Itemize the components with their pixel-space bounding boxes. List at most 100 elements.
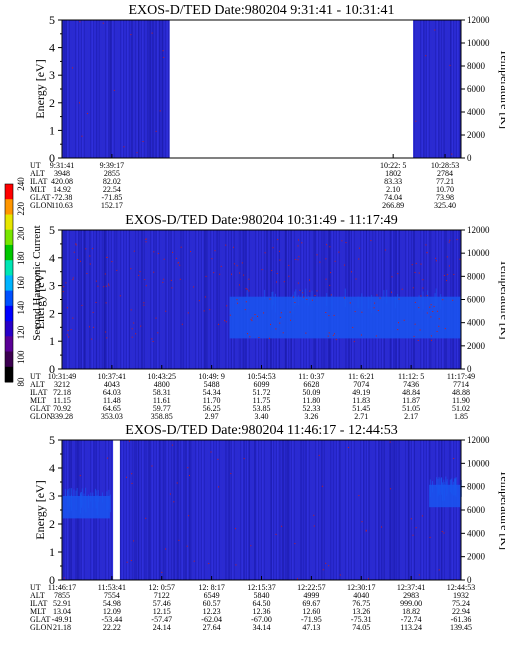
y-tick-label: 4 — [49, 41, 55, 55]
spectrogram-speckle — [176, 482, 178, 484]
enhanced-flux-band — [67, 490, 69, 508]
spectrogram-streak — [64, 20, 66, 158]
ephemeris-value: -62.04 — [201, 615, 222, 624]
ephemeris-value: 7074 — [353, 380, 369, 389]
ephemeris-value: 49.19 — [352, 388, 370, 397]
spectrogram-speckle — [72, 277, 74, 279]
ephemeris-value: 11:17:49 — [447, 372, 475, 381]
spectrogram-speckle — [297, 578, 298, 580]
spectrogram-speckle — [241, 262, 243, 264]
ephemeris-value: 6628 — [303, 380, 319, 389]
colorbar-segment — [5, 244, 13, 261]
spectrogram-streak — [129, 230, 130, 369]
spectrogram-streak — [414, 440, 415, 580]
enhanced-flux-band — [88, 494, 89, 509]
spectrogram-speckle — [236, 299, 238, 301]
y2-tick-label: 4000 — [467, 107, 486, 117]
enhanced-flux-band — [422, 291, 424, 310]
spectrogram-speckle — [290, 319, 291, 321]
ephemeris-row-label: MLT — [30, 396, 46, 405]
colorbar-tick-label: 180 — [16, 251, 26, 265]
spectrogram-speckle — [145, 238, 147, 240]
spectrogram-speckle — [334, 333, 335, 335]
spectrogram-speckle — [233, 263, 235, 265]
spectrogram-speckle — [319, 261, 321, 263]
colorbar-tick-label: 120 — [16, 325, 26, 339]
spectrogram-speckle — [72, 279, 74, 281]
spectrogram-speckle — [130, 34, 132, 36]
ephemeris-value: -57.47 — [151, 615, 172, 624]
ephemeris-row-label: GLAT — [30, 404, 51, 413]
enhanced-flux-band — [68, 495, 70, 513]
enhanced-flux-band — [83, 493, 85, 510]
spectrogram-speckle — [113, 89, 115, 91]
spectrogram-speckle — [248, 290, 250, 292]
spectrogram-streak — [271, 440, 272, 580]
spectrogram-speckle — [438, 569, 440, 571]
spectrogram-speckle — [335, 339, 337, 341]
y-tick-label: 0 — [49, 573, 55, 587]
spectrogram-speckle — [370, 240, 372, 242]
spectrogram-speckle — [72, 67, 73, 69]
ephemeris-value: 3212 — [54, 380, 70, 389]
enhanced-flux-band — [438, 476, 440, 494]
spectrogram-streak — [96, 20, 99, 158]
enhanced-flux-band — [449, 479, 451, 492]
ephemeris-value: 12.36 — [253, 607, 271, 616]
enhanced-flux-band — [427, 290, 429, 299]
spectrogram-speckle — [220, 265, 222, 267]
enhanced-flux-band — [307, 296, 309, 306]
spectrogram-streak — [181, 230, 184, 369]
ephemeris-value: -72.38 — [52, 193, 73, 202]
y2-tick-label: 12000 — [467, 15, 490, 25]
spectrogram-streak — [78, 230, 81, 369]
ephemeris-value: 54.34 — [203, 388, 221, 397]
spectrogram-streak — [391, 440, 393, 580]
enhanced-flux-band — [92, 492, 94, 508]
spectrogram-speckle — [248, 278, 250, 280]
ephemeris-value: 339.28 — [51, 412, 73, 421]
spectrogram-speckle — [104, 273, 106, 275]
spectrogram-speckle — [355, 278, 357, 280]
spectrogram-streak — [301, 440, 303, 580]
ephemeris-value: 9:31:41 — [50, 161, 74, 170]
spectrogram-speckle — [225, 244, 227, 246]
spectrogram-speckle — [443, 532, 445, 534]
spectrogram-speckle — [130, 560, 132, 561]
ephemeris-value: 12.23 — [203, 607, 221, 616]
spectrogram-speckle — [358, 258, 360, 260]
spectrogram-speckle — [80, 260, 81, 262]
spectrogram-speckle — [198, 300, 200, 302]
enhanced-flux-band — [443, 479, 445, 491]
ephemeris-value: 5840 — [254, 591, 270, 600]
spectrogram-speckle — [451, 153, 453, 155]
spectrogram-speckle — [420, 295, 422, 297]
spectrogram-speckle — [333, 314, 335, 316]
spectrogram-speckle — [145, 517, 147, 519]
data-gap — [113, 440, 120, 580]
ephemeris-value: 12.09 — [103, 607, 121, 616]
ephemeris-value: -71.85 — [102, 193, 123, 202]
spectrogram-streak — [159, 440, 161, 580]
enhanced-flux-band — [97, 490, 99, 502]
spectrogram-speckle — [401, 288, 403, 290]
y-tick-label: 3 — [49, 279, 55, 293]
ephemeris-row-label: ALT — [30, 169, 45, 178]
enhanced-flux-band — [445, 476, 447, 489]
spectrogram-speckle — [261, 269, 263, 271]
spectrogram-speckle — [294, 302, 296, 303]
spectrogram-streak — [389, 440, 392, 580]
spectrogram-speckle — [321, 485, 323, 487]
spectrogram-speckle — [70, 329, 72, 331]
colorbar-tick-label: 100 — [16, 350, 26, 364]
spectrogram-speckle — [412, 287, 414, 289]
spectrogram-streak — [226, 230, 227, 369]
spectrogram-streak — [130, 20, 133, 158]
ephemeris-row-label: ILAT — [30, 177, 47, 186]
spectrogram-speckle — [79, 102, 80, 104]
spectrogram-speckle — [108, 285, 110, 287]
spectrogram-speckle — [298, 239, 299, 241]
spectrogram-speckle — [418, 574, 420, 576]
spectrogram-speckle — [398, 322, 399, 324]
spectrogram-speckle — [170, 279, 172, 281]
